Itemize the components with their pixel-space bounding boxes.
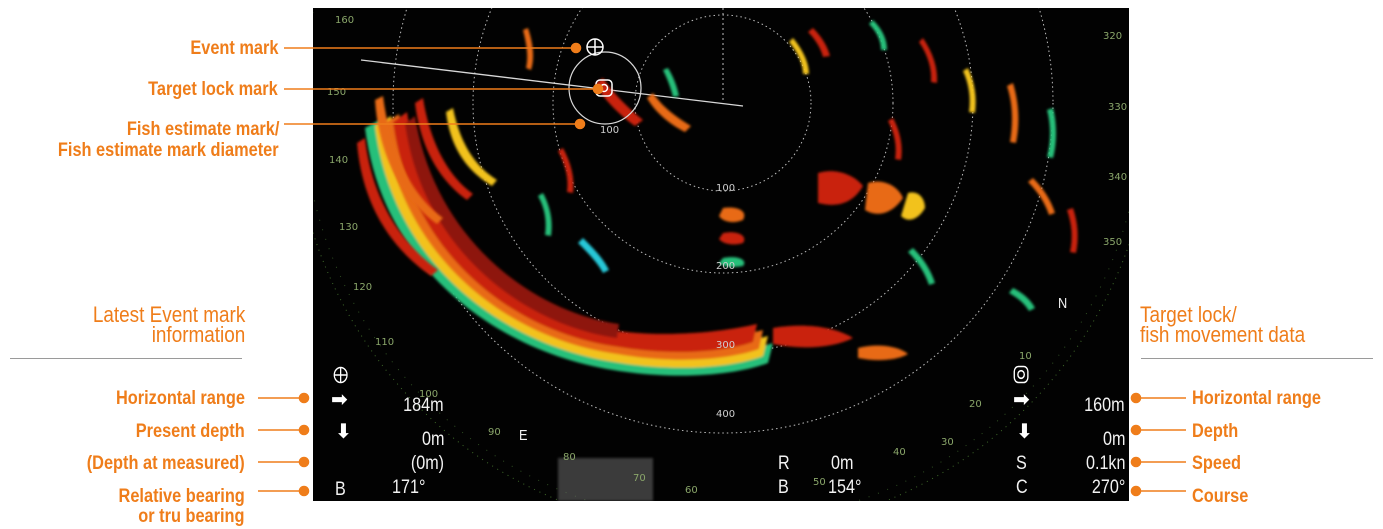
depth-at-measured-label: (Depth at measured)	[87, 453, 245, 474]
bearing-tick-100: 100	[419, 389, 439, 400]
sonar-echo-graphics	[313, 8, 1129, 501]
speed-label: Speed	[1192, 453, 1242, 474]
event-mark-symbol	[586, 38, 604, 56]
echo-streaks	[357, 20, 1078, 361]
event-depth-value: 0m	[421, 429, 444, 450]
center-r-value: 0m	[831, 453, 854, 474]
bearing-tick-120: 120	[353, 282, 373, 293]
bearing-tick-40: 40	[893, 447, 906, 458]
ring-label-300: 300	[716, 340, 736, 351]
bearing-tick-10: 10	[1019, 351, 1032, 362]
right-depth-label: Depth	[1192, 421, 1239, 442]
event-mark-label: Event mark	[189, 38, 278, 59]
fish-estimate-circle	[568, 51, 642, 125]
compass-east: E	[519, 427, 528, 444]
bearing-tick-150: 150	[327, 87, 347, 98]
lock-course-letter: C	[1016, 477, 1028, 498]
target-lock-mark-label: Target lock mark	[148, 79, 278, 100]
center-b-value: 154°	[828, 477, 862, 498]
range-ring-2	[552, 8, 894, 274]
sonar-display: 100 100 200 300 400 160 150 140 130 120 …	[313, 8, 1129, 501]
bearing-tick-350: 350	[1103, 237, 1123, 248]
ring-label-100: 100	[716, 183, 736, 194]
lock-speed-letter: S	[1016, 453, 1027, 474]
range-ring-4	[392, 8, 1054, 434]
fish-estimate-mark-label: Fish estimate mark/	[126, 119, 279, 140]
right-arrow-icon: ➡	[331, 387, 348, 411]
lock-course-value: 270°	[1091, 477, 1125, 498]
relative-bearing-label: Relative bearing	[118, 486, 245, 507]
present-depth-label: Present depth	[136, 421, 245, 442]
event-bearing-letter: B	[335, 479, 346, 500]
bearing-tick-90: 90	[488, 427, 501, 438]
event-range-value: 184m	[403, 395, 444, 416]
bearing-tick-60: 60	[685, 485, 698, 496]
latest-event-title-line1: Latest Event mark	[92, 302, 245, 327]
center-r-letter: R	[778, 453, 790, 474]
lock-down-arrow-icon: ⬇	[1016, 419, 1033, 443]
bearing-tick-140: 140	[329, 155, 349, 166]
blurred-area	[558, 458, 653, 501]
bearing-tick-110: 110	[375, 337, 395, 348]
target-lock-icon	[1013, 365, 1029, 384]
right-divider	[1141, 358, 1373, 359]
target-lock-title-line2: fish movement data	[1140, 322, 1306, 347]
target-lock-title: Target lock/ fish movement data	[1140, 302, 1306, 347]
bearing-tick-50: 50	[813, 477, 826, 488]
event-bearing-value: 171°	[392, 477, 426, 498]
bearing-tick-340: 340	[1108, 172, 1128, 183]
bearing-tick-320: 320	[1103, 31, 1123, 42]
tilt-line	[360, 59, 744, 107]
bearing-tick-30: 30	[941, 437, 954, 448]
left-divider	[10, 358, 242, 359]
bearing-tick-80: 80	[563, 452, 576, 463]
lock-info-icon	[1013, 365, 1029, 389]
compass-north: N	[1058, 295, 1068, 312]
event-info-icon	[333, 366, 348, 389]
down-arrow-icon: ⬇	[335, 419, 352, 443]
right-horizontal-range-label: Horizontal range	[1192, 388, 1321, 409]
target-lock-title-line1: Target lock/	[1140, 302, 1237, 327]
tru-bearing-label: or tru bearing	[138, 506, 245, 527]
lock-depth-value: 0m	[1102, 429, 1125, 450]
lock-range-value: 160m	[1084, 395, 1125, 416]
school-echo-large	[365, 112, 773, 376]
bearing-tick-160: 160	[335, 15, 355, 26]
center-b-letter: B	[778, 477, 789, 498]
lock-speed-value: 0.1kn	[1085, 453, 1125, 474]
event-depth-measured-value: (0m)	[410, 453, 444, 474]
ring-label-400: 400	[716, 409, 736, 420]
course-label: Course	[1192, 486, 1249, 507]
bearing-tick-70: 70	[633, 473, 646, 484]
latest-event-title-line2: information	[151, 322, 245, 347]
fish-mark-value: 100	[600, 125, 620, 136]
bearing-tick-330: 330	[1108, 102, 1128, 113]
latest-event-title: Latest Event mark information	[92, 302, 245, 347]
fish-estimate-diameter-label: Fish estimate mark diameter	[58, 140, 279, 161]
bearing-tick-20: 20	[969, 399, 982, 410]
event-mark-icon	[333, 366, 348, 384]
bearing-tick-130: 130	[339, 222, 359, 233]
ring-label-200: 200	[716, 261, 736, 272]
lock-right-arrow-icon: ➡	[1013, 387, 1030, 411]
left-horizontal-range-label: Horizontal range	[116, 388, 245, 409]
